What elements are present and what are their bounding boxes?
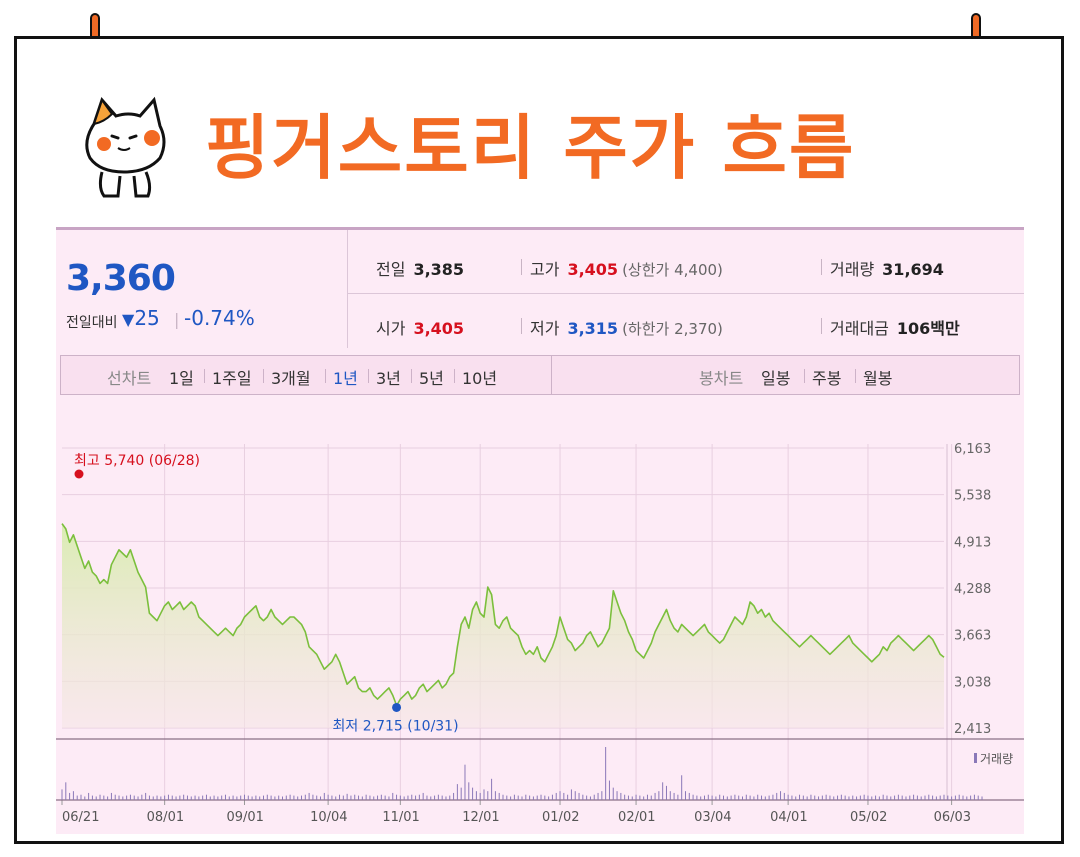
tab-candle-monthly[interactable]: 월봉 xyxy=(863,369,893,388)
tab-candle-daily[interactable]: 일봉 xyxy=(761,369,791,388)
tab-candle-chart-label: 봉차트 xyxy=(699,369,744,388)
current-price: 3,360 xyxy=(66,258,176,299)
down-arrow-icon: ▼ xyxy=(122,310,135,329)
change-label: 전일대비 xyxy=(66,315,118,331)
stat-open: 시가 3,405 xyxy=(376,319,465,338)
x-tick-label: 02/01 xyxy=(618,810,655,825)
high-annotation-label: 최고 5,740 (06/28) xyxy=(74,453,200,469)
x-tick-label: 06/21 xyxy=(62,810,99,825)
x-tick-label: 01/02 xyxy=(542,810,579,825)
stat-volume: 거래량 31,694 xyxy=(830,260,944,279)
stat-row-divider xyxy=(348,293,1024,294)
tab-separator xyxy=(204,369,205,383)
y-tick-label: 4,913 xyxy=(954,535,991,550)
stat-separator xyxy=(521,318,522,334)
y-tick-label: 5,538 xyxy=(954,489,991,504)
tab-separator xyxy=(325,369,326,383)
y-tick-label: 3,663 xyxy=(954,629,991,644)
tab-line-chart-label: 선차트 xyxy=(107,369,152,388)
stat-high: 고가 3,405 (상한가 4,400) xyxy=(530,260,723,279)
low-annotation-label: 최저 2,715 (10/31) xyxy=(333,718,459,734)
x-tick-label: 06/03 xyxy=(934,810,971,825)
cat-mascot-icon xyxy=(85,96,166,198)
high-marker xyxy=(74,469,84,479)
change-separator: | xyxy=(174,310,180,329)
volume-legend-label: 거래량 xyxy=(980,752,1013,766)
tab-separator xyxy=(368,369,369,383)
stat-separator xyxy=(821,259,822,275)
change-amount: 25 xyxy=(134,306,160,330)
x-tick-label: 05/02 xyxy=(850,810,887,825)
stat-separator xyxy=(521,259,522,275)
price-area xyxy=(62,523,944,728)
tab-period-1y[interactable]: 1년 xyxy=(333,369,358,388)
price-line xyxy=(61,523,945,707)
x-tick-label: 03/04 xyxy=(694,810,731,825)
tab-separator xyxy=(263,369,264,383)
tab-period-1d[interactable]: 1일 xyxy=(169,369,194,388)
x-tick-label: 10/04 xyxy=(310,810,347,825)
y-tick-label: 6,163 xyxy=(954,442,991,457)
y-tick-label: 4,288 xyxy=(954,582,991,597)
price-chart: 2,413 3,038 3,663 4,288 4,913 5,538 6,163 06/21… xyxy=(56,442,1024,825)
stat-low: 저가 3,315 (하한가 2,370) xyxy=(530,319,723,338)
panel-top-border xyxy=(56,227,1024,230)
stat-separator xyxy=(821,318,822,334)
change-percent: -0.74% xyxy=(184,306,255,330)
tab-separator xyxy=(804,369,805,383)
y-tick-label: 3,038 xyxy=(954,675,991,690)
tab-candle-weekly[interactable]: 주봉 xyxy=(812,369,842,388)
page-title: 핑거스토리 주가 흐름 xyxy=(205,107,856,189)
tab-separator xyxy=(855,369,856,383)
x-tick-label: 08/01 xyxy=(147,810,184,825)
stat-prev-close: 전일 3,385 xyxy=(376,260,465,279)
low-marker xyxy=(392,702,402,712)
x-tick-label: 09/01 xyxy=(226,810,263,825)
tab-separator xyxy=(411,369,412,383)
chart-tab-bar: 선차트 1일 1주일 3개월 1년 3년 5년 10년 봉차트 일봉 주봉 월봉 xyxy=(60,355,1020,395)
tab-group-divider xyxy=(551,356,552,394)
price-block: 3,360 전일대비 ▼25 | -0.74% xyxy=(56,230,348,348)
x-tick-label: 04/01 xyxy=(770,810,807,825)
x-tick-label: 12/01 xyxy=(462,810,499,825)
tab-period-3y[interactable]: 3년 xyxy=(376,369,401,388)
y-tick-label: 2,413 xyxy=(954,722,991,737)
tab-period-1w[interactable]: 1주일 xyxy=(212,369,252,388)
stat-trade-amount: 거래대금 106백만 xyxy=(830,319,960,338)
x-tick-label: 11/01 xyxy=(382,810,419,825)
stock-panel: 3,360 전일대비 ▼25 | -0.74% 전일 3,385 고가 3,405(… xyxy=(56,227,1024,834)
tab-separator xyxy=(454,369,455,383)
tab-period-3m[interactable]: 3개월 xyxy=(271,369,311,388)
tab-period-5y[interactable]: 5년 xyxy=(419,369,444,388)
tab-period-10y[interactable]: 10년 xyxy=(462,369,498,388)
volume-legend-swatch xyxy=(974,753,977,763)
change-value: ▼25 xyxy=(122,306,160,330)
